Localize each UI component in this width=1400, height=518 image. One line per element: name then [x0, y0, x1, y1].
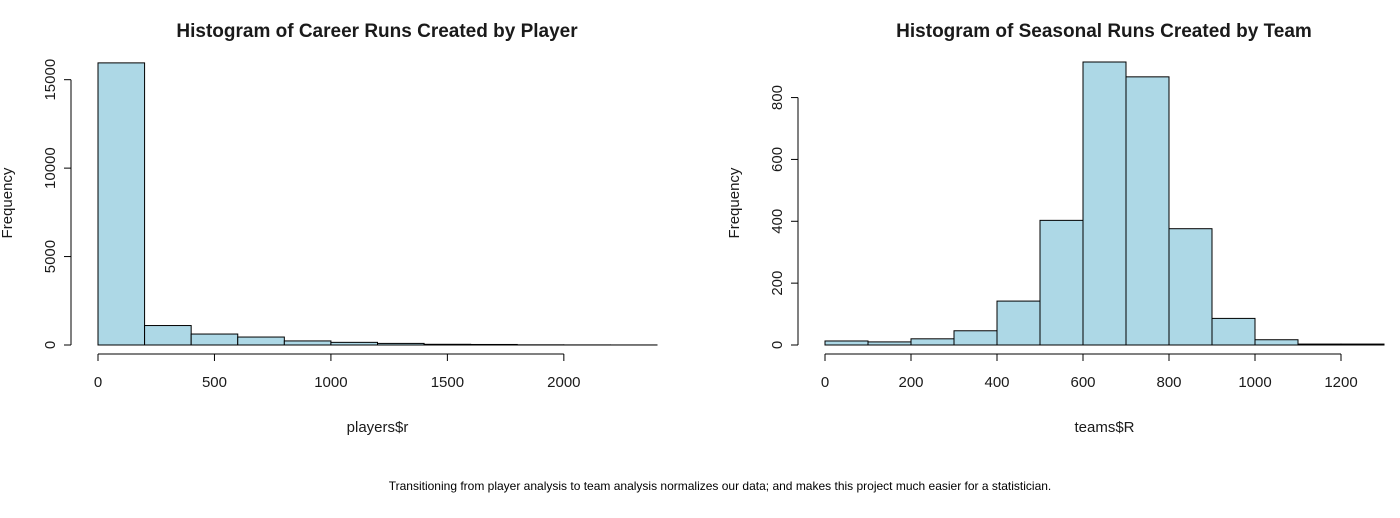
chart1-bar — [144, 325, 192, 346]
chart2-y-tick-label: 0 — [769, 341, 786, 349]
chart1-title: Histogram of Career Runs Created by Play… — [176, 21, 578, 42]
chart2-y-tick-label: 400 — [769, 209, 786, 234]
chart1-x-tick-label: 1500 — [431, 374, 464, 391]
chart2-bar — [953, 330, 998, 346]
chart2-x-tick-label: 1000 — [1238, 374, 1271, 391]
chart2-x-tick-label: 600 — [1070, 374, 1095, 391]
chart1-y-tick-label: 10000 — [42, 147, 59, 189]
chart2-bar — [1168, 228, 1213, 346]
chart1-bar — [377, 342, 425, 346]
chart2-x-axis-label: teams$R — [1074, 419, 1134, 436]
chart1-bar — [330, 341, 378, 346]
chart2-bar — [1125, 76, 1170, 346]
chart2-y-tick-label: 600 — [769, 147, 786, 172]
chart1-x-tick-label: 1000 — [314, 374, 347, 391]
chart1-bar — [237, 336, 285, 346]
chart1-x-axis-label: players$r — [347, 419, 409, 436]
chart2-x-tick-label: 0 — [821, 374, 829, 391]
chart1-bar — [190, 333, 239, 346]
chart1-y-tick-label: 0 — [42, 341, 59, 349]
chart1-bar — [470, 343, 518, 346]
chart2-bar — [1254, 339, 1299, 346]
chart1-y-tick-label: 15000 — [42, 59, 59, 101]
chart2-bar — [1340, 343, 1385, 346]
figure-caption: Transitioning from player analysis to te… — [388, 479, 1052, 493]
chart2-x-tick-label: 1200 — [1324, 374, 1357, 391]
chart2-y-axis-label: Frequency — [726, 167, 743, 238]
chart1-x-tick-label: 0 — [94, 374, 102, 391]
chart2-bar — [824, 340, 869, 346]
chart2-x-tick-label: 400 — [984, 374, 1009, 391]
chart1-y-tick-label: 5000 — [42, 240, 59, 273]
chart1-bar — [97, 62, 146, 346]
chart2-bar — [1211, 317, 1256, 346]
chart2-bar — [1082, 61, 1127, 346]
chart1-y-axis-label: Frequency — [0, 167, 16, 238]
chart1-bar — [423, 343, 472, 346]
chart1-x-tick-label: 2000 — [547, 374, 580, 391]
chart2-bar — [1039, 219, 1084, 346]
chart2-x-tick-label: 800 — [1156, 374, 1181, 391]
chart1-bar — [283, 340, 332, 346]
chart2-y-tick-label: 800 — [769, 85, 786, 110]
chart2-y-tick-label: 200 — [769, 271, 786, 296]
chart1-x-tick-label: 500 — [202, 374, 227, 391]
chart2-bar — [996, 300, 1041, 346]
chart2-bar — [910, 338, 955, 346]
chart2-bar — [867, 341, 912, 346]
chart2-x-tick-label: 200 — [898, 374, 923, 391]
chart2-bar — [1297, 343, 1342, 346]
chart2-title: Histogram of Seasonal Runs Created by Te… — [896, 21, 1312, 42]
